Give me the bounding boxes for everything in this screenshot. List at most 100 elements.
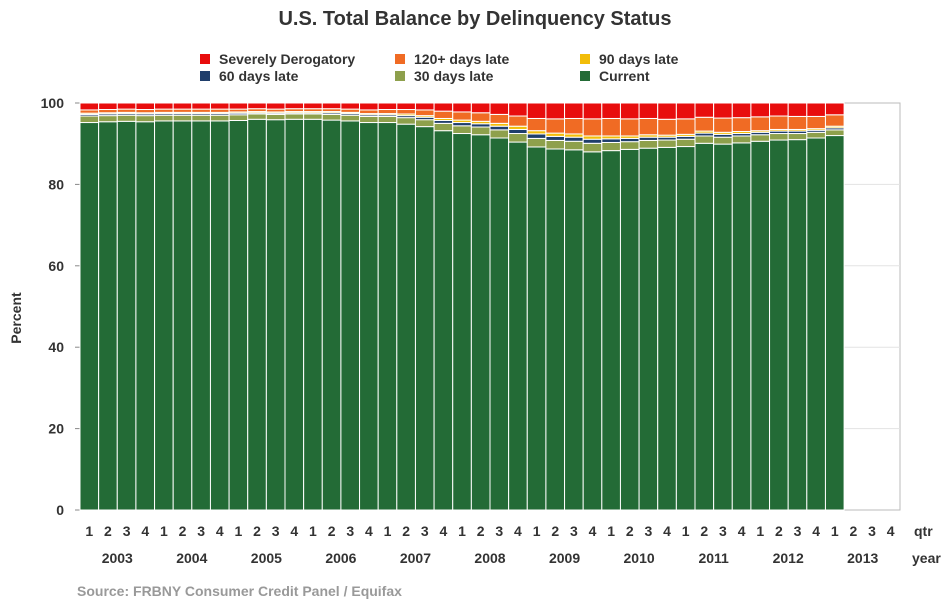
bar-segment-30-days-late (619, 141, 640, 150)
bar-segment-30-days-late (321, 113, 342, 121)
bar-segment-current (303, 118, 323, 511)
x-quarter-label: 3 (645, 523, 653, 539)
bar-segment-30-days-late (638, 139, 659, 149)
bar-segment-current (508, 141, 528, 511)
x-year-label: 2013 (847, 550, 878, 566)
bar-segment-30-days-late (582, 142, 603, 153)
bar-segment-30-days-late (172, 114, 193, 122)
bar-segment-severely-derogatory (359, 102, 379, 111)
bar-segment-severely-derogatory (247, 102, 267, 110)
legend-label: Current (599, 68, 650, 84)
legend-swatch (200, 71, 210, 82)
y-tick-label: 80 (48, 176, 64, 192)
bar-segment-current (359, 122, 379, 511)
bar-segment-60-days-late (526, 133, 547, 139)
bar-segment-current (619, 148, 640, 511)
x-quarter-label: 2 (551, 523, 559, 539)
bar-segment-severely-derogatory (209, 102, 230, 110)
x-quarter-label: 2 (775, 523, 783, 539)
bar-segment-severely-derogatory (619, 102, 640, 120)
x-quarter-label: 2 (626, 523, 634, 539)
x-quarter-axis-label: qtr (914, 523, 933, 539)
bar-segment-severely-derogatory (713, 102, 733, 119)
bar-segment-severely-derogatory (731, 102, 752, 119)
y-tick-label: 0 (56, 502, 64, 518)
bar-segment-120-days-late (750, 116, 771, 132)
bar-segment-30-days-late (750, 134, 771, 142)
bar-segment-120-days-late (824, 114, 845, 127)
x-quarter-label: 1 (160, 523, 168, 539)
bar-segment-60-days-late (564, 136, 584, 142)
bar-segment-severely-derogatory (340, 102, 361, 110)
bar-segment-30-days-late (340, 114, 361, 122)
x-quarter-label: 1 (309, 523, 317, 539)
legend-item: 30 days late (395, 68, 493, 85)
legend-item: Severely Derogatory (200, 51, 355, 68)
x-year-label: 2007 (400, 550, 431, 566)
legend-swatch (580, 54, 590, 65)
bar-segment-30-days-late (657, 139, 677, 148)
legend-swatch (200, 54, 210, 65)
x-year-axis-label: year (912, 550, 941, 566)
x-quarter-label: 3 (495, 523, 503, 539)
y-tick-label: 20 (48, 421, 64, 437)
bar-segment-severely-derogatory (526, 102, 547, 119)
x-quarter-label: 1 (85, 523, 93, 539)
bar-segment-120-days-late (657, 118, 677, 136)
bar-segment-current (526, 146, 547, 511)
legend-swatch (395, 71, 405, 82)
legend-item: 60 days late (200, 68, 298, 85)
bar-segment-30-days-late (806, 131, 826, 139)
x-quarter-label: 2 (328, 523, 336, 539)
x-quarter-label: 4 (812, 523, 820, 539)
bar-segment-severely-derogatory (172, 102, 193, 110)
bar-segment-30-days-late (247, 113, 267, 120)
x-quarter-label: 4 (663, 523, 671, 539)
bar-segment-current (731, 142, 752, 511)
x-quarter-label: 3 (421, 523, 429, 539)
bar-segment-current (489, 137, 510, 511)
bar-segment-60-days-late (601, 138, 621, 143)
legend-label: 120+ days late (414, 51, 510, 67)
x-quarter-label: 3 (197, 523, 205, 539)
y-tick-label: 40 (48, 339, 64, 355)
x-year-label: 2008 (474, 550, 505, 566)
bar-segment-current (638, 147, 659, 511)
bar-segment-current (377, 122, 398, 511)
bar-segment-30-days-late (135, 115, 156, 123)
bar-segment-severely-derogatory (824, 102, 845, 116)
bar-segment-120-days-late (806, 115, 826, 130)
bar-segment-30-days-late (508, 133, 528, 143)
bar-segment-severely-derogatory (694, 102, 715, 118)
x-quarter-label: 3 (868, 523, 876, 539)
bar-segment-30-days-late (601, 141, 621, 152)
bar-segment-current (172, 120, 193, 511)
bar-segment-30-days-late (694, 135, 715, 144)
bar-segment-30-days-late (731, 135, 752, 144)
bar-segment-severely-derogatory (787, 102, 808, 117)
bar-segment-120-days-late (787, 115, 808, 130)
x-quarter-label: 4 (589, 523, 597, 539)
x-quarter-label: 2 (402, 523, 410, 539)
bar-segment-120-days-late (601, 117, 621, 137)
bar-segment-severely-derogatory (154, 102, 174, 110)
x-quarter-label: 2 (850, 523, 858, 539)
bar-segment-current (284, 118, 305, 511)
legend: Severely Derogatory 120+ days late 90 days… (200, 51, 760, 85)
bar-segment-120-days-late (526, 117, 547, 132)
x-year-label: 2010 (624, 550, 655, 566)
bar-segment-severely-derogatory (489, 102, 510, 115)
bar-segment-30-days-late (787, 133, 808, 141)
bar-segment-60-days-late (545, 135, 566, 141)
bar-segment-120-days-late (508, 115, 528, 127)
bar-segment-30-days-late (769, 133, 789, 141)
bar-segment-severely-derogatory (433, 102, 454, 112)
bar-segment-current (79, 122, 100, 511)
x-quarter-label: 1 (682, 523, 690, 539)
bar-segment-current (545, 148, 566, 511)
bar-segment-severely-derogatory (750, 102, 771, 118)
bar-segment-120-days-late (694, 116, 715, 132)
bar-segment-severely-derogatory (303, 102, 323, 110)
x-quarter-label: 4 (141, 523, 149, 539)
x-quarter-label: 1 (756, 523, 764, 539)
